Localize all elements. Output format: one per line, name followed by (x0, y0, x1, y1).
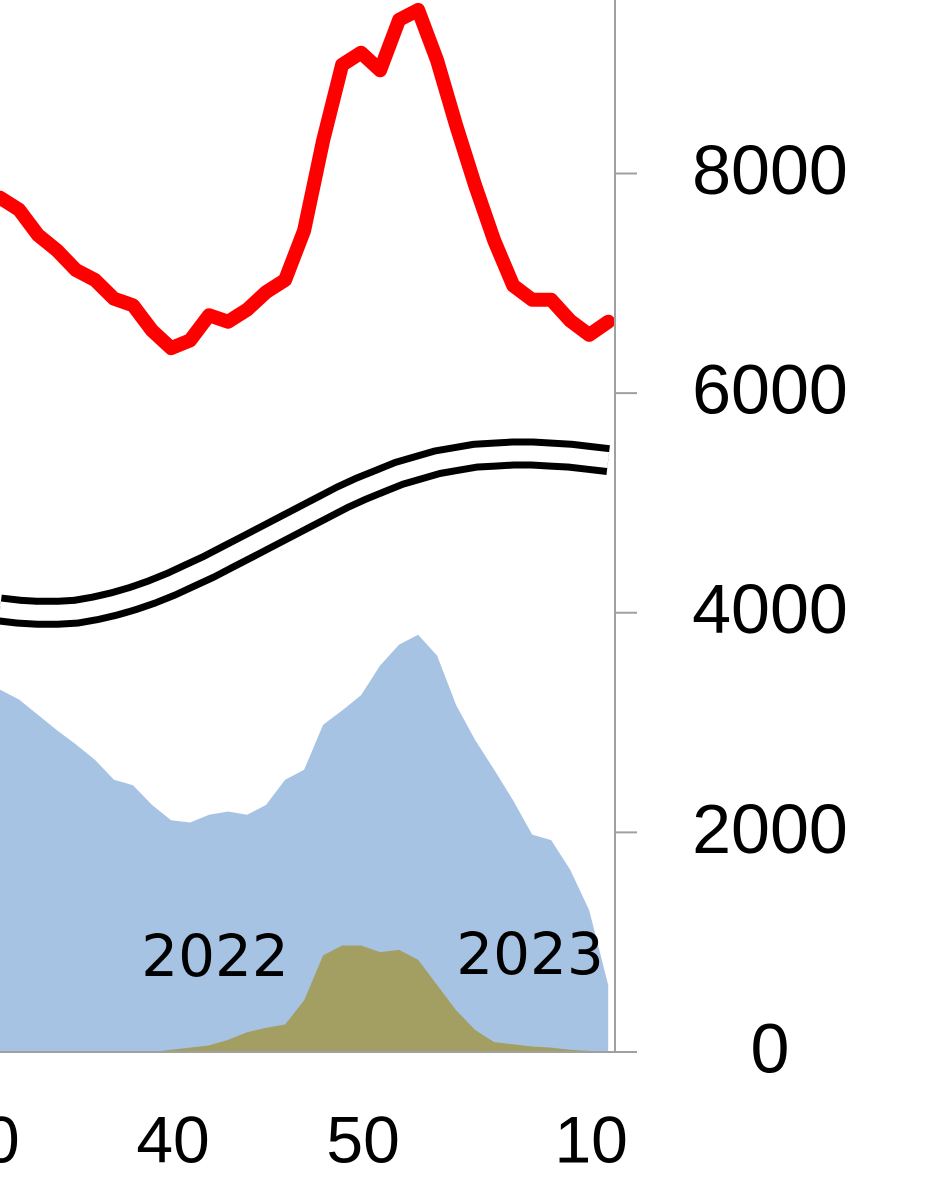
x-tick-label: 40 (136, 1102, 209, 1176)
y-tick-label: 2000 (692, 790, 848, 868)
y-tick-label: 8000 (692, 131, 848, 209)
y-tick-label: 0 (751, 1009, 790, 1087)
line (0, 2, 616, 356)
area (0, 634, 609, 1052)
year-annotation: 2022 (141, 922, 289, 990)
y-tick-label: 6000 (692, 351, 848, 429)
area (0, 945, 609, 1052)
x-tick-label: 10 (554, 1102, 627, 1176)
y-tick-label: 4000 (692, 570, 848, 648)
line-inner (0, 445, 610, 621)
year-annotation: 2023 (456, 920, 604, 988)
line-outer (0, 438, 610, 628)
x-tick-label: 30 (0, 1102, 20, 1176)
x-tick-label: 50 (326, 1102, 399, 1176)
